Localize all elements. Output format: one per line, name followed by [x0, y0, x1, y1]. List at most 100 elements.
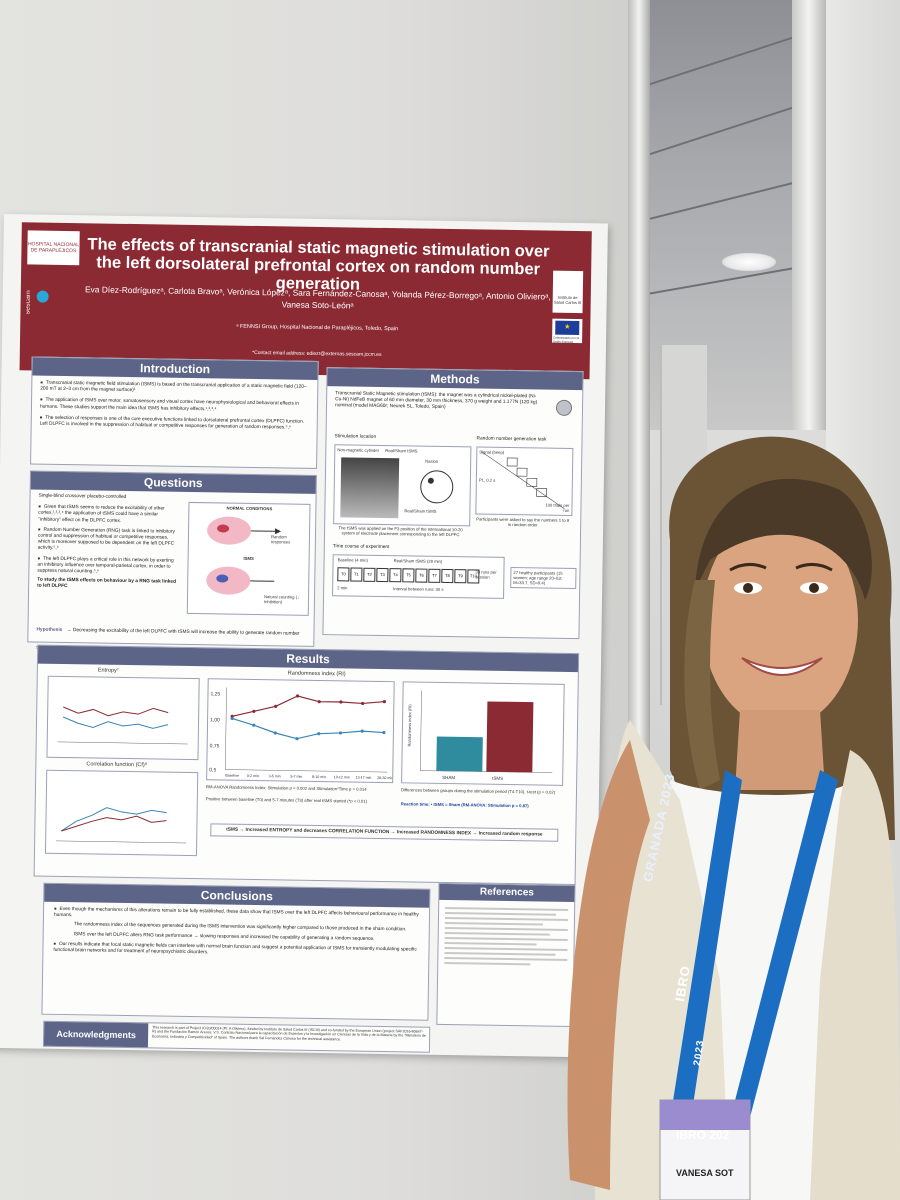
randomness-bar-svg: Randomness index (RI) SHAM tSMS — [407, 690, 553, 781]
questions-bullet: Given that tSMS seems to reduce the exci… — [38, 504, 178, 526]
series-point — [295, 737, 299, 741]
time-block: T1 — [350, 567, 363, 582]
x-tick-label: 3-5 min — [269, 774, 281, 778]
ytick-1: 1,00 — [210, 717, 220, 723]
intro-bullet: Transcranial static magnetic field stimu… — [40, 380, 309, 398]
results-summary: tSMS → Increased ENTROPY and decreases C… — [210, 823, 559, 842]
time-block: T2 — [363, 567, 376, 582]
correlation-chart-svg — [56, 807, 187, 844]
time-block: T3 — [376, 567, 389, 583]
randomness-line-chart: 1,25 1,00 0,75 0,5 Baseline 0-2 min 3-5 mi… — [206, 678, 395, 784]
brain-normal-icon — [207, 516, 282, 545]
eu-logo: ★ Cofinanciado por la Unión Europea — [552, 318, 583, 344]
badge-logo: IBRO 202 — [676, 1128, 730, 1142]
runs-label: 33 runs per session — [475, 569, 497, 580]
baseline-label: Baseline (4 min) — [337, 557, 368, 563]
questions-aim: To study the tSMS effects on behaviour b… — [37, 577, 177, 590]
eu-logo-text: Cofinanciado por la Unión Europea — [553, 335, 580, 344]
poster-header: HOSPITAL NACIONAL DE PARAPLÉJICOS sescam… — [19, 222, 592, 380]
x-tick-label: 8-10 min — [312, 775, 326, 779]
series-point — [339, 700, 343, 704]
entropy-chart — [46, 675, 200, 761]
time-block: T5 — [402, 568, 415, 583]
bar-tsms — [486, 701, 534, 773]
realsham-time-label: Real/Sham tSMS (28 min) — [393, 558, 443, 564]
intro-bullet: The application of tSMS over motor, soma… — [40, 397, 309, 415]
cylinder-label: Non-magnetic cylinder — [337, 447, 380, 453]
correlation-title: Correlation function (Cf)⁸ — [86, 761, 148, 769]
entropy-title: Entropy⁷ — [97, 667, 119, 674]
series-point — [273, 731, 277, 735]
introduction-panel: Introduction Transcranial static magneti… — [30, 356, 319, 469]
randomness-bar-chart: Randomness index (RI) SHAM tSMS — [401, 681, 565, 786]
series-line-tsms — [232, 695, 385, 717]
time-block: T8 — [441, 568, 454, 584]
ytick-3: 0,5 — [209, 767, 216, 773]
methods-description: Transcranial Static Magnetic stimulation… — [334, 391, 538, 411]
eu-flag-icon: ★ — [555, 320, 580, 336]
x-tick-label: 0-2 min — [247, 774, 259, 778]
series-point — [296, 694, 300, 698]
x-tick-label: 13-17 min — [355, 776, 371, 780]
stim-location-title: Stimulation location — [334, 434, 377, 440]
conclusions-panel: Conclusions Even though the mechanisms o… — [41, 882, 431, 1021]
realsham-label-2: Real/Sham tSMS — [404, 508, 437, 514]
legend-tsms: tSMS — [492, 776, 503, 781]
series-point — [274, 704, 278, 708]
time-block: T7 — [428, 568, 441, 583]
person-photo — [567, 436, 900, 1200]
frame-post-right — [792, 0, 826, 430]
legend-sham: SHAM — [442, 775, 455, 780]
series-point — [360, 729, 364, 733]
participant-photo — [340, 457, 400, 519]
results-panel: Results Entropy⁷ Correlation function (C… — [33, 644, 580, 886]
series-point — [317, 700, 321, 704]
ytick-2: 0,75 — [210, 743, 220, 749]
time-block: T9 — [454, 569, 467, 584]
series-point — [252, 709, 256, 713]
entropy-chart-svg — [57, 706, 188, 745]
time-block: T6 — [415, 568, 428, 583]
time-block: T4 — [389, 568, 402, 583]
figure-counting-label: Natural counting (↓ Inhibition) — [263, 594, 300, 605]
questions-panel: Questions Single-blind crossover placebo… — [27, 470, 317, 653]
correlation-chart — [44, 769, 199, 857]
isciii-logo: Instituto de Salud Carlos III — [552, 270, 584, 314]
questions-heading: Questions — [30, 471, 316, 494]
realsham-label: Real/Sham tSMS — [385, 448, 418, 454]
hypothesis-label: Hypothesis — [36, 627, 63, 633]
isciii-logo-text: Instituto de Salud Carlos III — [553, 294, 582, 306]
hospital-logo: HOSPITAL NACIONAL DE PARAPLÉJICOS — [27, 230, 80, 266]
x-tick-label: 10-12 min — [334, 775, 350, 779]
randomness-line-svg: 1,25 1,00 0,75 0,5 Baseline 0-2 min 3-5 mi… — [209, 687, 393, 780]
series-line-sham — [231, 717, 384, 740]
time-block: T0 — [337, 567, 350, 582]
time-course-figure: Baseline (4 min) Real/Sham tSMS (28 min)… — [332, 554, 505, 599]
stim-location-figure: Non-magnetic cylinder Real/Sham tSMS Nas… — [333, 444, 472, 527]
brain-tsms-icon — [206, 566, 275, 595]
time-course-title: Time course of experiment — [332, 544, 390, 551]
time-blocks: T0 T1 T2 T3 T4 T5 T6 T7 T8 T9 T10 — [337, 567, 480, 584]
conclusion-bullet: Our results indicate that focal static m… — [53, 941, 418, 960]
series-point — [252, 723, 256, 727]
randomness-title: Randomness index (RI) — [287, 670, 346, 678]
x-tick-label: 28-30 min — [377, 776, 393, 780]
poster-affiliation: ᵃ FENNSI Group, Hospital Nacional de Par… — [236, 323, 399, 333]
head-diagram-icon — [420, 470, 454, 504]
bar-ylabel: Randomness index (RI) — [407, 704, 413, 747]
sescam-logo: sescam — [24, 276, 49, 316]
x-tick-label: Baseline — [225, 774, 239, 778]
acknowledgments-bar: Acknowledgments This research is part of… — [42, 1020, 431, 1053]
ceiling-lamp — [722, 253, 776, 271]
speaker-icons — [481, 451, 565, 510]
rng-figure: Signal (beep) P1, 0.2 s 100 trials per r… — [475, 446, 574, 516]
rng-interval-label: P1, 0.2 s — [478, 477, 496, 483]
two-min-label: 2 min — [337, 585, 348, 591]
bar-sham — [436, 736, 483, 772]
results-heading: Results — [37, 645, 579, 673]
questions-bullet: Random Number Generation (RNG) task is l… — [38, 526, 178, 554]
figure-random-label: Random responses — [270, 534, 291, 545]
badge-name: VANESA SOT — [676, 1168, 734, 1178]
series-point — [317, 732, 321, 736]
